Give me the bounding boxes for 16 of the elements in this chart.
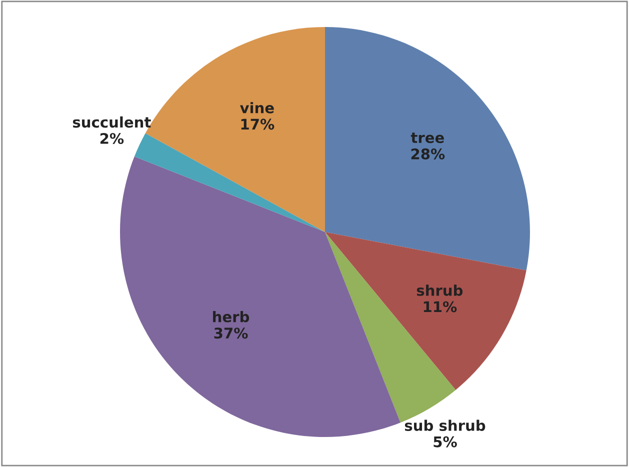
- slice-label: herb: [213, 311, 250, 322]
- data-label: 5%: [434, 436, 457, 448]
- data-label: 11%: [424, 301, 457, 312]
- slice-label: sub shrub: [404, 420, 486, 431]
- slice-label: vine: [240, 102, 274, 114]
- slice-label: tree: [410, 132, 444, 144]
- data-label: 17%: [241, 118, 274, 130]
- pie-slice: [120, 156, 400, 437]
- pie-slice: [325, 232, 526, 390]
- slice-label: succulent: [72, 116, 151, 128]
- data-label: 37%: [214, 328, 248, 339]
- data-label: 2%: [100, 132, 124, 144]
- data-label: 28%: [411, 148, 445, 160]
- pie-slice: [325, 27, 530, 270]
- slice-label: shrub: [416, 284, 463, 296]
- pie-slice: [134, 133, 325, 232]
